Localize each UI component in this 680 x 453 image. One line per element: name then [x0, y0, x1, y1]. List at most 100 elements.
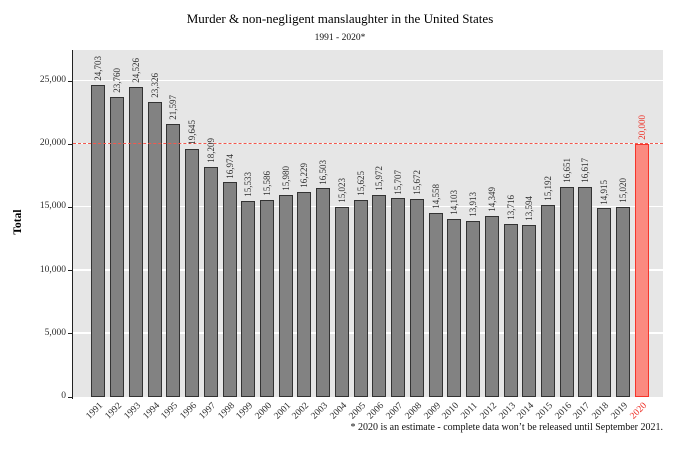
y-tick-mark [68, 80, 73, 82]
x-axis-label-2010: 2010 [440, 401, 462, 422]
x-axis-label-2001: 2001 [272, 401, 293, 422]
x-axis-label-2016: 2016 [553, 401, 574, 422]
x-axis-label-1993: 1993 [122, 401, 143, 422]
x-label-slot-1994: 1994 [141, 398, 164, 436]
gridline-10000 [73, 269, 663, 271]
y-axis-line [72, 50, 73, 399]
x-axis-label-2019: 2019 [609, 401, 631, 422]
bar-2012 [484, 215, 499, 397]
bar-2016 [559, 186, 574, 397]
bar-1997 [203, 166, 218, 397]
bar-value-label-2017: 16,617 [580, 158, 591, 183]
bar-2003 [316, 188, 331, 397]
x-axis-label-2008: 2008 [403, 401, 424, 422]
bar-value-label-2014: 13,594 [524, 196, 535, 222]
bar-1995 [166, 124, 181, 397]
bar-2009 [428, 213, 443, 397]
bar-slot-2001: 15,980 [276, 50, 295, 397]
y-tick-label: 10,000 [39, 264, 66, 275]
x-axis-label-2013: 2013 [497, 401, 518, 422]
x-label-slot-1993: 1993 [122, 398, 145, 436]
bar-slot-1999: 15,533 [239, 50, 258, 397]
x-label-slot-1996: 1996 [179, 398, 202, 436]
x-axis-label-2014: 2014 [515, 401, 537, 422]
bar-value-label-2019: 15,020 [617, 178, 628, 204]
bar-slot-2004: 15,023 [333, 50, 352, 397]
bar-value-label-2018: 14,915 [599, 179, 610, 205]
bar-2013 [503, 223, 518, 397]
bar-value-label-2004: 15,023 [336, 178, 347, 204]
x-label-slot-2003: 2003 [310, 398, 333, 436]
bar-slot-2017: 16,617 [576, 50, 595, 397]
y-tick-mark [68, 333, 73, 335]
y-tick-mark [68, 143, 73, 145]
y-axis-tick-marks [68, 50, 73, 398]
x-axis-label-2020: 2020 [628, 401, 649, 422]
bar-slot-2012: 14,349 [482, 50, 501, 397]
bar-slot-2018: 14,915 [595, 50, 614, 397]
bar-value-label-2016: 16,651 [561, 157, 572, 183]
bar-2001 [278, 195, 293, 397]
chart-title: Murder & non-negligent manslaughter in t… [186, 11, 494, 26]
x-axis-label-2017: 2017 [572, 401, 593, 422]
bar-1993 [128, 87, 143, 397]
y-tick-label: 0 [61, 391, 66, 401]
bar-value-label-1995: 21,597 [168, 95, 179, 121]
gridline-25000 [73, 79, 663, 81]
x-axis-label-2002: 2002 [291, 401, 312, 422]
y-tick-label: 15,000 [39, 201, 66, 212]
x-axis-label-2004: 2004 [328, 401, 349, 422]
x-axis-label-2012: 2012 [478, 401, 499, 422]
bar-slot-1997: 18,209 [201, 50, 220, 397]
bar-value-label-2005: 15,625 [355, 170, 366, 196]
bar-2000 [259, 200, 274, 397]
bar-2010 [447, 218, 462, 397]
bar-2008 [409, 198, 424, 397]
bar-value-label-2012: 14,349 [486, 186, 497, 212]
bar-1991 [91, 84, 106, 397]
x-label-slot-2004: 2004 [328, 398, 352, 436]
bar-value-label-1993: 24,526 [130, 58, 141, 83]
bar-slot-2000: 15,586 [258, 50, 277, 397]
bar-1992 [110, 96, 125, 397]
x-axis-label-1991: 1991 [84, 401, 106, 422]
x-label-slot-1999: 1999 [235, 398, 258, 436]
gridline-5000 [73, 332, 663, 334]
x-axis-label-1999: 1999 [234, 401, 256, 422]
bar-value-label-2003: 16,503 [318, 159, 329, 185]
bar-2017 [578, 186, 593, 397]
bar-slot-1998: 16,974 [220, 50, 239, 397]
bar-value-label-2002: 16,229 [299, 163, 310, 188]
bar-slot-2011: 13,913 [464, 50, 483, 397]
bar-value-label-1998: 16,974 [224, 153, 235, 179]
bar-slot-2006: 15,972 [370, 50, 389, 397]
bar-value-label-1997: 18,209 [205, 138, 216, 163]
x-axis-label-2015: 2015 [534, 401, 556, 422]
bar-2020 [634, 144, 649, 397]
bar-1994 [147, 102, 162, 397]
bar-slot-1995: 21,597 [164, 50, 183, 397]
reference-line-20000 [73, 143, 663, 145]
bar-slot-2010: 14,103 [445, 50, 464, 397]
y-tick-mark [68, 396, 73, 398]
bar-slot-2002: 16,229 [295, 50, 314, 397]
x-axis-label-1998: 1998 [216, 401, 237, 422]
bar-slot-1994: 23,326 [145, 50, 164, 397]
bar-slot-1991: 24,703 [89, 50, 108, 397]
x-label-slot-2000: 2000 [254, 398, 277, 436]
x-axis-label-2005: 2005 [347, 401, 368, 422]
bar-slot-2019: 15,020 [614, 50, 633, 397]
bar-slot-2013: 13,716 [501, 50, 520, 397]
bar-value-label-2020: 20,000 [636, 115, 647, 141]
y-tick-mark [68, 206, 73, 208]
x-axis-label-2009: 2009 [422, 401, 443, 422]
y-tick-label: 20,000 [39, 138, 66, 149]
x-axis-label-1997: 1997 [197, 401, 218, 422]
bar-1998 [222, 182, 237, 397]
bar-slot-2020: 20,000 [632, 50, 651, 397]
footnote: * 2020 is an estimate - complete data wo… [350, 422, 663, 433]
bar-value-label-1994: 23,326 [149, 73, 160, 99]
x-label-slot-1998: 1998 [216, 398, 239, 436]
bar-value-label-1992: 23,760 [112, 67, 123, 93]
